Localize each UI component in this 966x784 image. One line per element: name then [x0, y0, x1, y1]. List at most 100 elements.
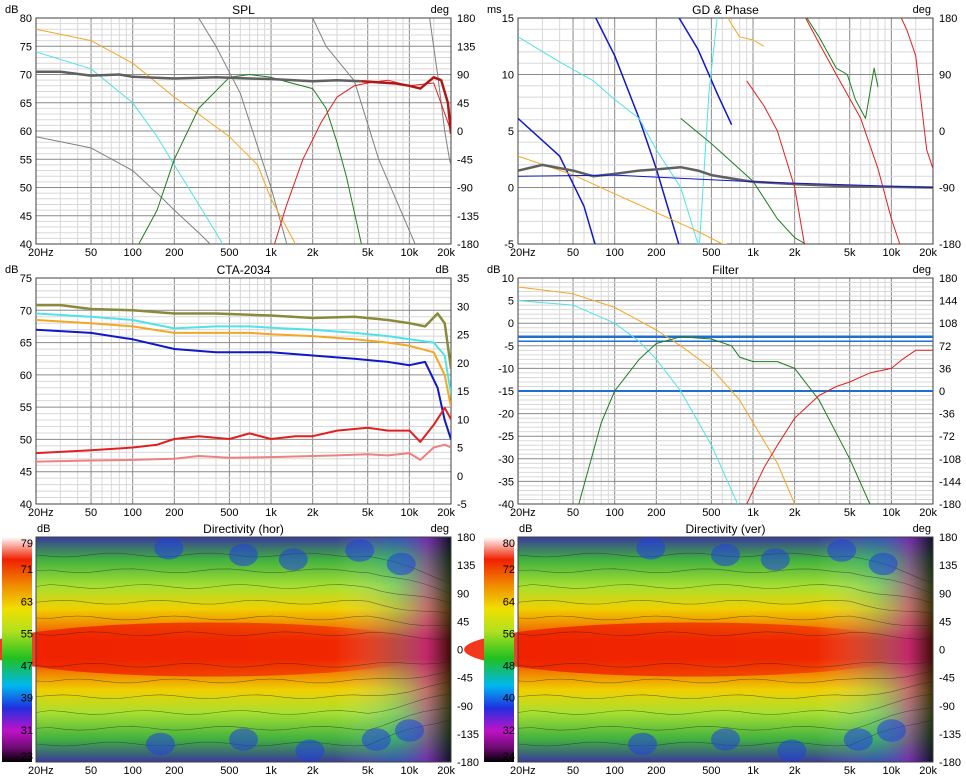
series-line-red	[273, 79, 451, 244]
y-tick-label: -35	[498, 476, 514, 488]
y2-tick-label: 180	[457, 13, 475, 25]
y2-tick-label: -90	[457, 701, 473, 713]
lobe	[228, 543, 259, 567]
y2-tick-label: 0	[457, 126, 463, 138]
y2-tick-label: 90	[457, 588, 469, 600]
lobe	[760, 548, 790, 571]
y2-tick-label: 135	[457, 41, 475, 53]
contour-line	[517, 681, 934, 699]
y2-tick-label: 45	[457, 98, 469, 110]
y2-tick-label: 0	[457, 645, 463, 657]
lobe	[827, 539, 857, 562]
colorbar-tick-label: 71	[21, 564, 33, 576]
x-tick-label: 5k	[362, 247, 374, 259]
x-tick-label: 100	[124, 247, 142, 259]
y2-tick-label: 15	[457, 386, 469, 398]
x-tick-label: 1k	[747, 765, 759, 777]
contour-line	[35, 661, 452, 668]
y2-tick-label: 25	[457, 330, 469, 342]
contour-line	[35, 615, 452, 627]
colorbar-tick-label: 24	[503, 751, 515, 763]
colorbar-tick-label: 40	[503, 693, 515, 705]
series-line-orange	[518, 286, 796, 504]
x-tick-label: 10k	[400, 247, 418, 259]
plot-area	[36, 278, 451, 504]
x-tick-label: 20k	[437, 765, 455, 777]
series-line-blue	[518, 174, 933, 188]
x-tick-label: 200	[647, 765, 665, 777]
lobe	[278, 548, 308, 571]
x-tick-label: 500	[220, 765, 238, 777]
x-tick-label: 10k	[400, 765, 418, 777]
chart-title: SPL	[232, 3, 255, 17]
series-line-gray	[36, 136, 211, 244]
series-line-orange	[36, 28, 296, 244]
y-tick-label: 60	[20, 126, 32, 138]
colorbar-tick-label: 47	[21, 661, 33, 673]
heatmap-hf-fade	[518, 537, 933, 762]
y2-tick-label: 45	[457, 616, 469, 628]
x-tick-label: 100	[124, 507, 142, 519]
lobe	[777, 739, 807, 762]
x-tick-label: 20k	[919, 765, 937, 777]
contour-line	[35, 693, 452, 715]
y-tick-label: -5	[504, 239, 514, 251]
lobe	[295, 739, 325, 762]
y2-unit: deg	[431, 4, 449, 16]
y-tick-label: 75	[20, 41, 32, 53]
lobe	[145, 732, 176, 756]
lobe	[627, 732, 658, 756]
x-tick-label: 20k	[437, 247, 455, 259]
y2-tick-label: -180	[939, 757, 961, 769]
contour-line	[35, 631, 452, 640]
y2-tick-label: -135	[457, 211, 479, 223]
contour-line	[517, 568, 934, 595]
y2-tick-label: -45	[457, 154, 473, 166]
lobe	[710, 728, 741, 751]
lobe	[394, 719, 425, 742]
chart-dir_ver: 24 32 40 48 56 64 72 80 dB Directivity (ver) -180 -…	[464, 522, 961, 777]
lobe	[876, 719, 907, 742]
y2-tick-label: 30	[457, 301, 469, 313]
chart-title: Directivity (ver)	[686, 522, 766, 536]
series-line-dark	[518, 163, 933, 189]
y-tick-label: -40	[498, 499, 514, 511]
colorbar-unit: dB	[37, 523, 50, 535]
contour-line	[517, 661, 934, 668]
y2-tick-label: 180	[939, 13, 957, 25]
y2-tick-label: -180	[457, 239, 479, 251]
x-tick-label: 500	[702, 247, 720, 259]
y2-tick-label: -135	[939, 729, 961, 741]
grid	[517, 17, 934, 245]
y-tick-label: 50	[20, 183, 32, 195]
x-tick-label: 2k	[789, 247, 801, 259]
y2-tick-label: 90	[457, 70, 469, 82]
y-tick-label: 50	[20, 434, 32, 446]
colorbar-tick-label: 64	[503, 596, 515, 608]
y2-tick-label: -144	[939, 476, 961, 488]
x-tick-label: 5k	[362, 765, 374, 777]
x-tick-label: 10k	[400, 507, 418, 519]
x-tick-label: 50	[85, 247, 97, 259]
y2-tick-label: -135	[457, 729, 479, 741]
x-tick-label: 1k	[265, 765, 277, 777]
contour-line	[517, 599, 934, 614]
colorbar-tick-label: 48	[503, 661, 515, 673]
y2-tick-label: -45	[939, 673, 955, 685]
series-line-red	[746, 80, 805, 244]
series-line-red	[805, 18, 901, 244]
y-tick-label: 0	[508, 318, 514, 330]
y2-tick-label: 144	[939, 296, 957, 308]
y-tick-label: 80	[20, 13, 32, 25]
x-tick-label: 500	[220, 507, 238, 519]
x-tick-label: 20Hz	[28, 765, 54, 777]
x-tick-label: 50	[567, 507, 579, 519]
y2-tick-label: 135	[939, 560, 957, 572]
x-tick-label: 20k	[919, 507, 937, 519]
series-line-orange	[518, 155, 728, 244]
series-line-red	[36, 406, 451, 455]
series-group	[36, 303, 451, 463]
x-tick-label: 20Hz	[510, 765, 536, 777]
